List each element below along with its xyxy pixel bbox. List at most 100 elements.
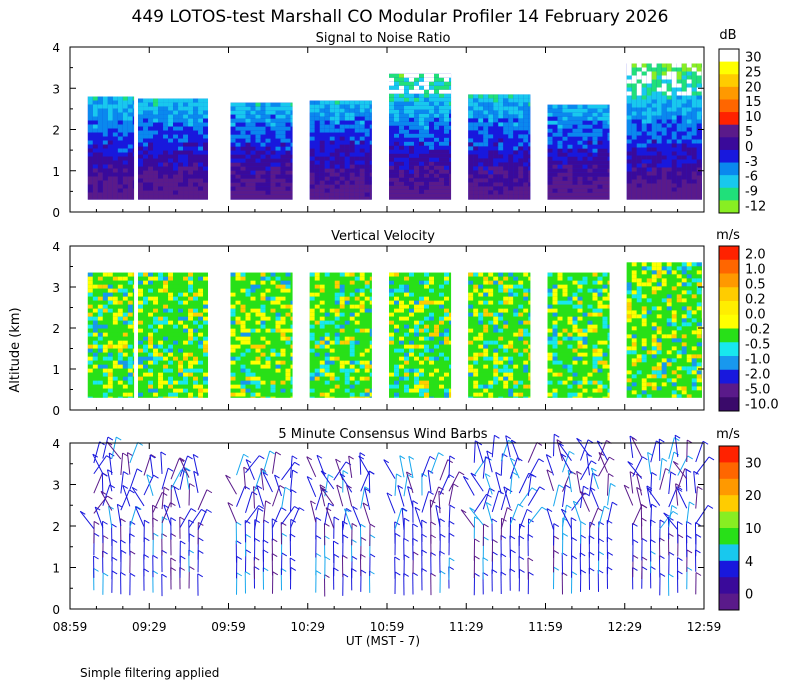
heatmap-cell bbox=[324, 108, 330, 113]
heatmap-cell bbox=[260, 388, 266, 393]
heatmap-cell bbox=[344, 376, 350, 381]
heatmap-cell bbox=[349, 276, 355, 281]
heatmap-cell bbox=[404, 193, 409, 198]
heatmap-cell bbox=[265, 178, 271, 183]
heatmap-cell bbox=[127, 96, 133, 101]
heatmap-cell bbox=[117, 288, 123, 293]
heatmap-cell bbox=[158, 380, 164, 385]
heatmap-cell bbox=[661, 195, 667, 200]
heatmap-cell bbox=[503, 154, 509, 159]
heatmap-cell bbox=[255, 166, 261, 171]
heatmap-cell bbox=[122, 188, 128, 193]
heatmap-cell bbox=[334, 332, 340, 337]
heatmap-cell bbox=[163, 392, 169, 397]
heatmap-cell bbox=[636, 127, 642, 132]
heatmap-cell bbox=[102, 156, 108, 161]
heatmap-cell bbox=[309, 396, 315, 398]
heatmap-cell bbox=[399, 304, 404, 309]
heatmap-cell bbox=[513, 178, 519, 183]
heatmap-cell bbox=[557, 104, 563, 109]
colorbar-label: 30 bbox=[745, 50, 762, 65]
heatmap-cell bbox=[255, 356, 261, 361]
heatmap-cell bbox=[87, 156, 93, 161]
heatmap-cell bbox=[329, 280, 335, 285]
heatmap-cell bbox=[488, 98, 494, 103]
heatmap-cell bbox=[513, 122, 519, 127]
heatmap-cell bbox=[163, 336, 169, 341]
heatmap-cell bbox=[518, 174, 524, 179]
heatmap-cell bbox=[389, 332, 394, 337]
heatmap-cell bbox=[173, 396, 179, 398]
heatmap-cell bbox=[409, 276, 414, 281]
heatmap-cell bbox=[178, 134, 184, 139]
heatmap-cell bbox=[439, 368, 444, 373]
heatmap-cell bbox=[203, 130, 209, 135]
heatmap-cell bbox=[153, 304, 159, 309]
heatmap-cell bbox=[280, 142, 286, 147]
heatmap-cell bbox=[203, 380, 209, 385]
heatmap-cell bbox=[285, 304, 291, 309]
heatmap-cell bbox=[168, 166, 174, 171]
heatmap-cell bbox=[626, 155, 632, 160]
heatmap-cell bbox=[414, 364, 419, 369]
heatmap-cell bbox=[587, 164, 593, 169]
heatmap-cell bbox=[112, 380, 118, 385]
heatmap-cell bbox=[138, 186, 144, 191]
heatmap-cell bbox=[468, 114, 474, 119]
heatmap-cell bbox=[349, 116, 355, 121]
heatmap-cell bbox=[235, 396, 241, 398]
heatmap-cell bbox=[419, 185, 424, 190]
heatmap-cell bbox=[270, 142, 276, 147]
heatmap-cell bbox=[364, 108, 370, 113]
heatmap-cell bbox=[409, 384, 414, 389]
heatmap-cell bbox=[183, 316, 189, 321]
heatmap-cell bbox=[439, 133, 444, 138]
heatmap-cell bbox=[528, 166, 531, 171]
heatmap-cell bbox=[132, 336, 135, 341]
heatmap-cell bbox=[148, 280, 154, 285]
heatmap-cell bbox=[97, 392, 103, 397]
heatmap-cell bbox=[265, 122, 271, 127]
heatmap-cell bbox=[389, 304, 394, 309]
heatmap-cell bbox=[260, 158, 266, 163]
heatmap-cell bbox=[424, 288, 429, 293]
heatmap-cell bbox=[547, 188, 553, 193]
heatmap-cell bbox=[414, 300, 419, 305]
heatmap-cell bbox=[260, 284, 266, 289]
heatmap-cell bbox=[107, 316, 113, 321]
heatmap-cell bbox=[369, 272, 372, 277]
heatmap-cell bbox=[364, 352, 370, 357]
heatmap-cell bbox=[656, 167, 662, 172]
heatmap-cell bbox=[280, 186, 286, 191]
heatmap-cell bbox=[389, 296, 394, 301]
heatmap-cell bbox=[444, 272, 449, 277]
heatmap-cell bbox=[354, 104, 360, 109]
heatmap-cell bbox=[439, 288, 444, 293]
heatmap-cell bbox=[117, 164, 123, 169]
heatmap-cell bbox=[562, 176, 568, 181]
heatmap-cell bbox=[148, 198, 154, 200]
heatmap-cell bbox=[429, 165, 434, 170]
heatmap-cell bbox=[198, 372, 204, 377]
colorbar-label: 0 bbox=[745, 140, 753, 155]
heatmap-cell bbox=[478, 126, 484, 131]
heatmap-cell bbox=[419, 372, 424, 377]
heatmap-cell bbox=[255, 126, 261, 131]
heatmap-cell bbox=[168, 146, 174, 151]
heatmap-cell bbox=[250, 142, 256, 147]
heatmap-cell bbox=[117, 280, 123, 285]
heatmap-cell bbox=[607, 148, 610, 153]
heatmap-cell bbox=[102, 376, 108, 381]
heatmap-cell bbox=[290, 186, 293, 191]
heatmap-cell bbox=[324, 160, 330, 165]
heatmap-cell bbox=[444, 149, 449, 154]
heatmap-cell bbox=[188, 186, 194, 191]
heatmap-cell bbox=[354, 176, 360, 181]
heatmap-cell bbox=[280, 360, 286, 365]
heatmap-cell bbox=[394, 276, 399, 281]
heatmap-cell bbox=[557, 152, 563, 157]
heatmap-cell bbox=[314, 124, 320, 129]
heatmap-cell bbox=[607, 184, 610, 189]
heatmap-cell bbox=[444, 308, 449, 313]
heatmap-cell bbox=[148, 352, 154, 357]
